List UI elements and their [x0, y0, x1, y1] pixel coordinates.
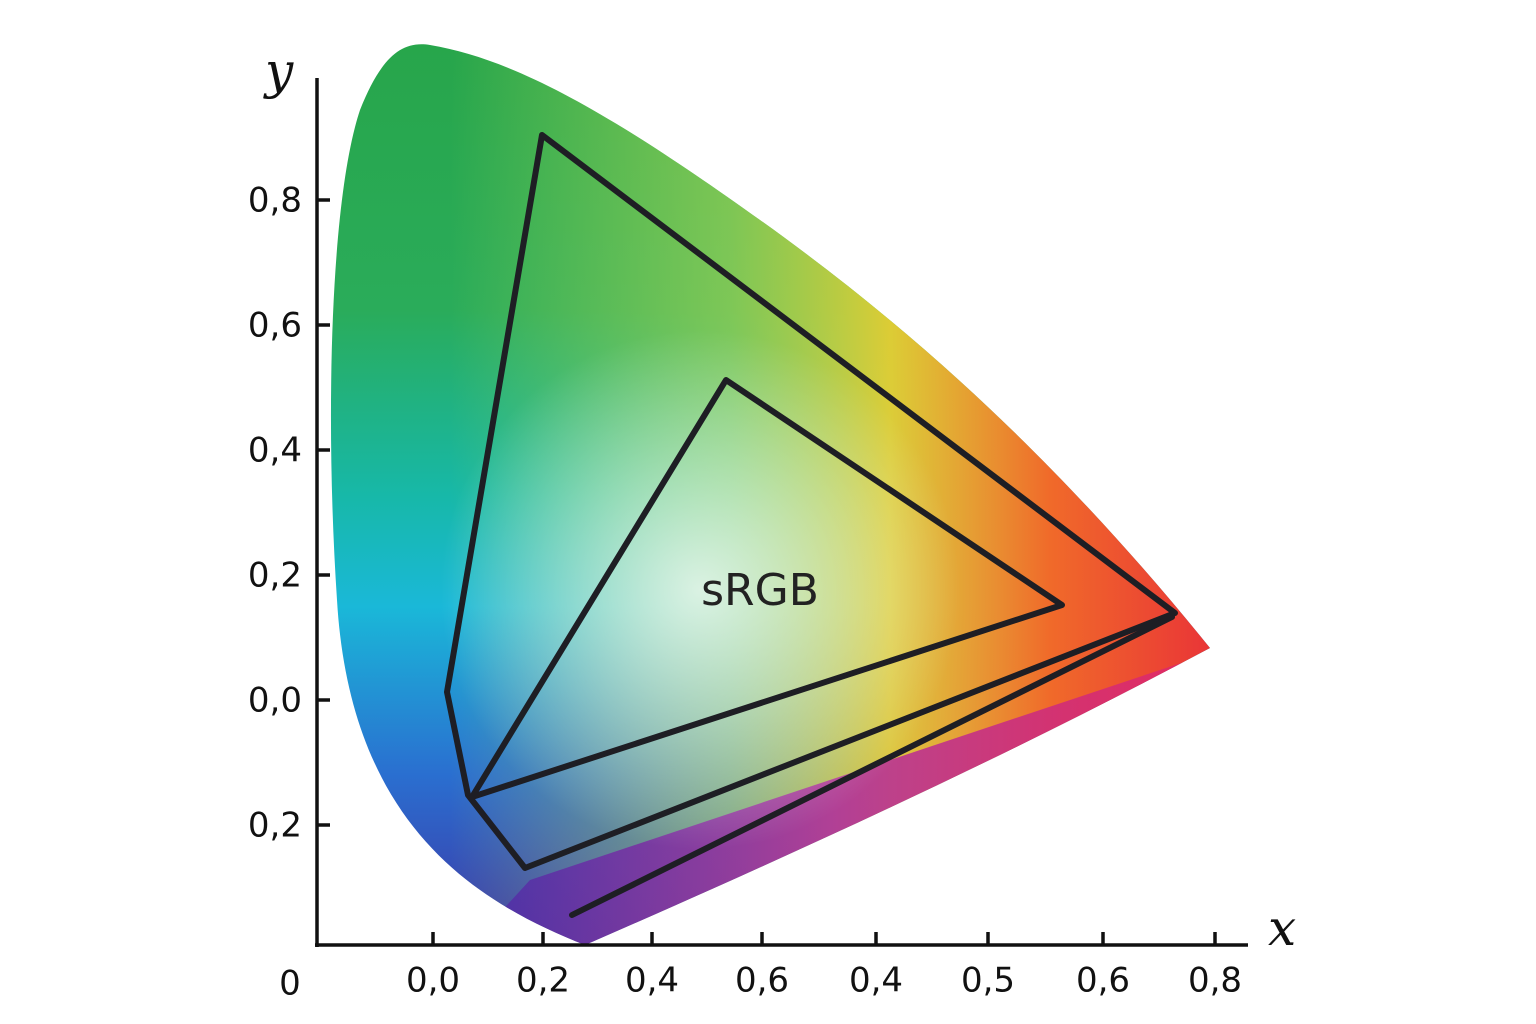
x-tick-label: 0,0	[406, 961, 460, 1001]
y-axis-label: y	[263, 42, 294, 100]
y-tick-label: 0,8	[248, 181, 302, 221]
x-tick-label: 0,8	[1188, 961, 1242, 1001]
axes	[315, 78, 1248, 947]
x-tick-label: 0,6	[735, 961, 789, 1001]
y-tick-label: 0,2	[248, 806, 302, 846]
x-axis-label: x	[1268, 899, 1296, 957]
gamut-outlines	[444, 132, 1178, 918]
x-tick-label: 0,4	[849, 961, 903, 1001]
x-tick-label: 0,2	[516, 961, 570, 1001]
x-ticks: 0,0 0,2 0,4 0,6 0,4 0,5 0,6 0,8	[406, 961, 1242, 1001]
y-ticks: 0,8 0,6 0,4 0,2 0,0 0,2	[248, 181, 302, 846]
y-tick-label: 0,4	[248, 431, 302, 471]
x-tick-label: 0,5	[961, 961, 1015, 1001]
y-tick-label: 0,2	[248, 556, 302, 596]
gamut-label: sRGB	[701, 565, 819, 616]
x-tick-label: 0,6	[1076, 961, 1130, 1001]
y-tick-label: 0,0	[248, 681, 302, 721]
origin-label: 0	[279, 964, 301, 1004]
x-tick-label: 0,4	[625, 961, 679, 1001]
y-tick-label: 0,6	[248, 306, 302, 346]
spectral-locus	[330, 44, 1211, 945]
